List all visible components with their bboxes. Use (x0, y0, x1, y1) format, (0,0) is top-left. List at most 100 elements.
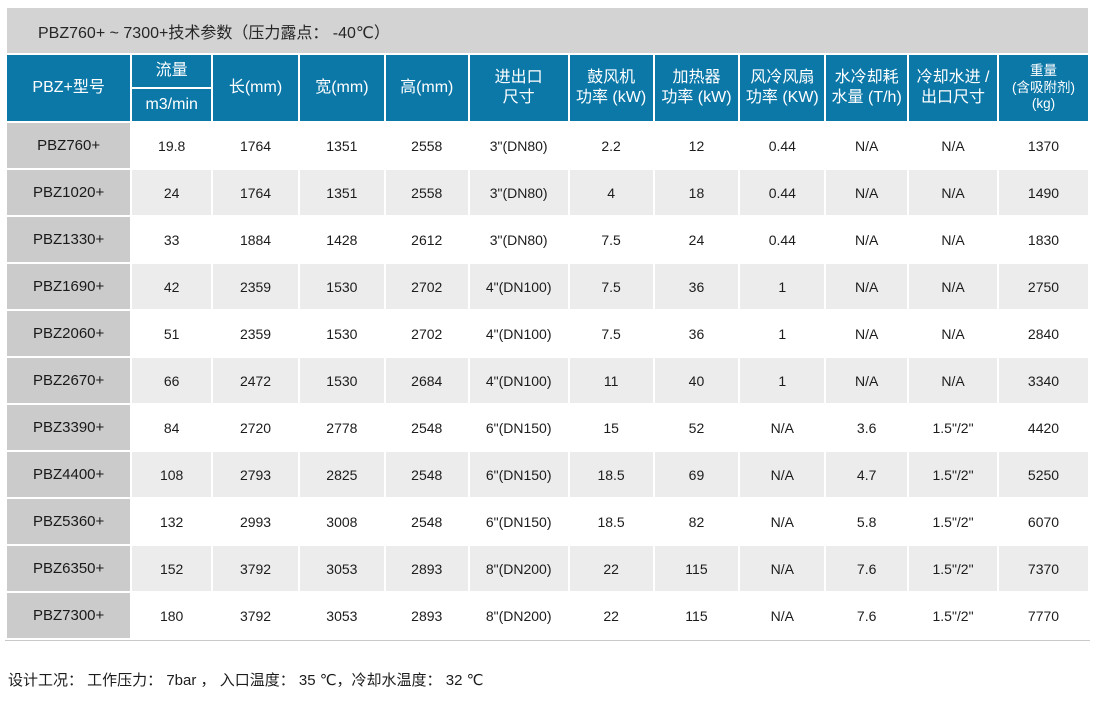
model-cell: PBZ1020+ (7, 170, 131, 215)
table-row: PBZ1330+ 33 1884 1428 2612 3"(DN80) 7.5 24 0.44 N… (7, 217, 1088, 262)
value-cell: 18 (654, 170, 739, 215)
value-cell: 84 (132, 405, 212, 450)
value-cell: 3"(DN80) (469, 170, 568, 215)
value-cell: 1.5"/2" (909, 546, 997, 591)
value-cell: 2684 (385, 358, 468, 403)
table-row: PBZ4400+ 108 2793 2825 2548 6"(DN150) 18.5 69 N/… (7, 452, 1088, 497)
value-cell: 2893 (385, 546, 468, 591)
value-cell: 8"(DN200) (469, 593, 568, 638)
value-cell: 4"(DN100) (469, 264, 568, 309)
value-cell: 2793 (213, 452, 298, 497)
value-cell: 18.5 (569, 452, 653, 497)
value-cell: 2702 (385, 264, 468, 309)
column-header-width: 宽(mm) (299, 55, 384, 121)
value-cell: 42 (132, 264, 212, 309)
value-cell: 115 (654, 546, 739, 591)
table-row: PBZ6350+ 152 3792 3053 2893 8"(DN200) 22 115 N/A… (7, 546, 1088, 591)
model-cell: PBZ3390+ (7, 405, 131, 450)
value-cell: 12 (654, 123, 739, 168)
design-conditions-note: 设计工况： 工作压力： 7bar ， 入口温度： 35 ℃，冷却水温度： 32 … (7, 669, 1095, 690)
value-cell: 51 (132, 311, 212, 356)
value-cell: 2893 (385, 593, 468, 638)
value-cell: 2548 (385, 499, 468, 544)
value-cell: N/A (826, 311, 908, 356)
value-cell: N/A (909, 217, 997, 262)
value-cell: 2.2 (569, 123, 653, 168)
column-header-model: PBZ+型号 (7, 55, 131, 121)
value-cell: 2840 (998, 311, 1088, 356)
value-cell: 4"(DN100) (469, 311, 568, 356)
value-cell: N/A (909, 358, 997, 403)
column-header-flow: 流量 (132, 55, 212, 87)
table-body: PBZ760+ 19.8 1764 1351 2558 3"(DN80) 2.2 12 0.44… (7, 123, 1088, 638)
value-cell: 2472 (213, 358, 298, 403)
value-cell: 2558 (385, 170, 468, 215)
value-cell: N/A (740, 593, 825, 638)
value-cell: 1428 (299, 217, 384, 262)
value-cell: 11 (569, 358, 653, 403)
value-cell: 152 (132, 546, 212, 591)
value-cell: 1884 (213, 217, 298, 262)
value-cell: 2750 (998, 264, 1088, 309)
table-row: PBZ1020+ 24 1764 1351 2558 3"(DN80) 4 18 0.44 N/A… (7, 170, 1088, 215)
value-cell: 18.5 (569, 499, 653, 544)
value-cell: N/A (826, 123, 908, 168)
value-cell: 3053 (299, 546, 384, 591)
table-row: PBZ1690+ 42 2359 1530 2702 4"(DN100) 7.5 36 1 N/A… (7, 264, 1088, 309)
value-cell: 2825 (299, 452, 384, 497)
model-cell: PBZ2670+ (7, 358, 131, 403)
model-cell: PBZ5360+ (7, 499, 131, 544)
column-header-length: 长(mm) (213, 55, 298, 121)
value-cell: 4.7 (826, 452, 908, 497)
value-cell: 40 (654, 358, 739, 403)
value-cell: 1351 (299, 170, 384, 215)
value-cell: 3792 (213, 593, 298, 638)
value-cell: 6070 (998, 499, 1088, 544)
value-cell: 180 (132, 593, 212, 638)
value-cell: 1 (740, 264, 825, 309)
value-cell: 24 (132, 170, 212, 215)
value-cell: 6"(DN150) (469, 499, 568, 544)
model-cell: PBZ6350+ (7, 546, 131, 591)
value-cell: 5250 (998, 452, 1088, 497)
value-cell: N/A (909, 123, 997, 168)
flow-unit-cell: m3/min (132, 89, 212, 121)
value-cell: N/A (740, 499, 825, 544)
value-cell: 1.5"/2" (909, 499, 997, 544)
value-cell: 108 (132, 452, 212, 497)
value-cell: N/A (740, 546, 825, 591)
value-cell: 33 (132, 217, 212, 262)
value-cell: 6"(DN150) (469, 405, 568, 450)
value-cell: 0.44 (740, 217, 825, 262)
value-cell: 1 (740, 311, 825, 356)
value-cell: 1764 (213, 170, 298, 215)
value-cell: 3"(DN80) (469, 123, 568, 168)
value-cell: 15 (569, 405, 653, 450)
value-cell: 2558 (385, 123, 468, 168)
value-cell: N/A (740, 405, 825, 450)
value-cell: 7.5 (569, 217, 653, 262)
value-cell: 66 (132, 358, 212, 403)
value-cell: 2548 (385, 452, 468, 497)
value-cell: 69 (654, 452, 739, 497)
value-cell: N/A (826, 358, 908, 403)
column-header-cooling-port: 冷却水进 / 出口尺寸 (909, 55, 997, 121)
model-cell: PBZ7300+ (7, 593, 131, 638)
value-cell: 36 (654, 311, 739, 356)
value-cell: 3"(DN80) (469, 217, 568, 262)
value-cell: 7.5 (569, 311, 653, 356)
page-title: PBZ760+ ~ 7300+技术参数（压力露点： -40℃） (38, 24, 390, 42)
value-cell: 4"(DN100) (469, 358, 568, 403)
value-cell: 1530 (299, 358, 384, 403)
value-cell: 4420 (998, 405, 1088, 450)
value-cell: 5.8 (826, 499, 908, 544)
value-cell: 7770 (998, 593, 1088, 638)
table-row: PBZ2670+ 66 2472 1530 2684 4"(DN100) 11 40 1 N/A N… (7, 358, 1088, 403)
value-cell: 1.5"/2" (909, 593, 997, 638)
value-cell: 132 (132, 499, 212, 544)
model-cell: PBZ2060+ (7, 311, 131, 356)
value-cell: 1 (740, 358, 825, 403)
value-cell: 7.6 (826, 546, 908, 591)
table-header: PBZ+型号 流量 长(mm) 宽(mm) 高(mm) 进出口 尺寸 鼓风机 功… (7, 55, 1088, 121)
spec-table: PBZ+型号 流量 长(mm) 宽(mm) 高(mm) 进出口 尺寸 鼓风机 功… (5, 53, 1090, 641)
